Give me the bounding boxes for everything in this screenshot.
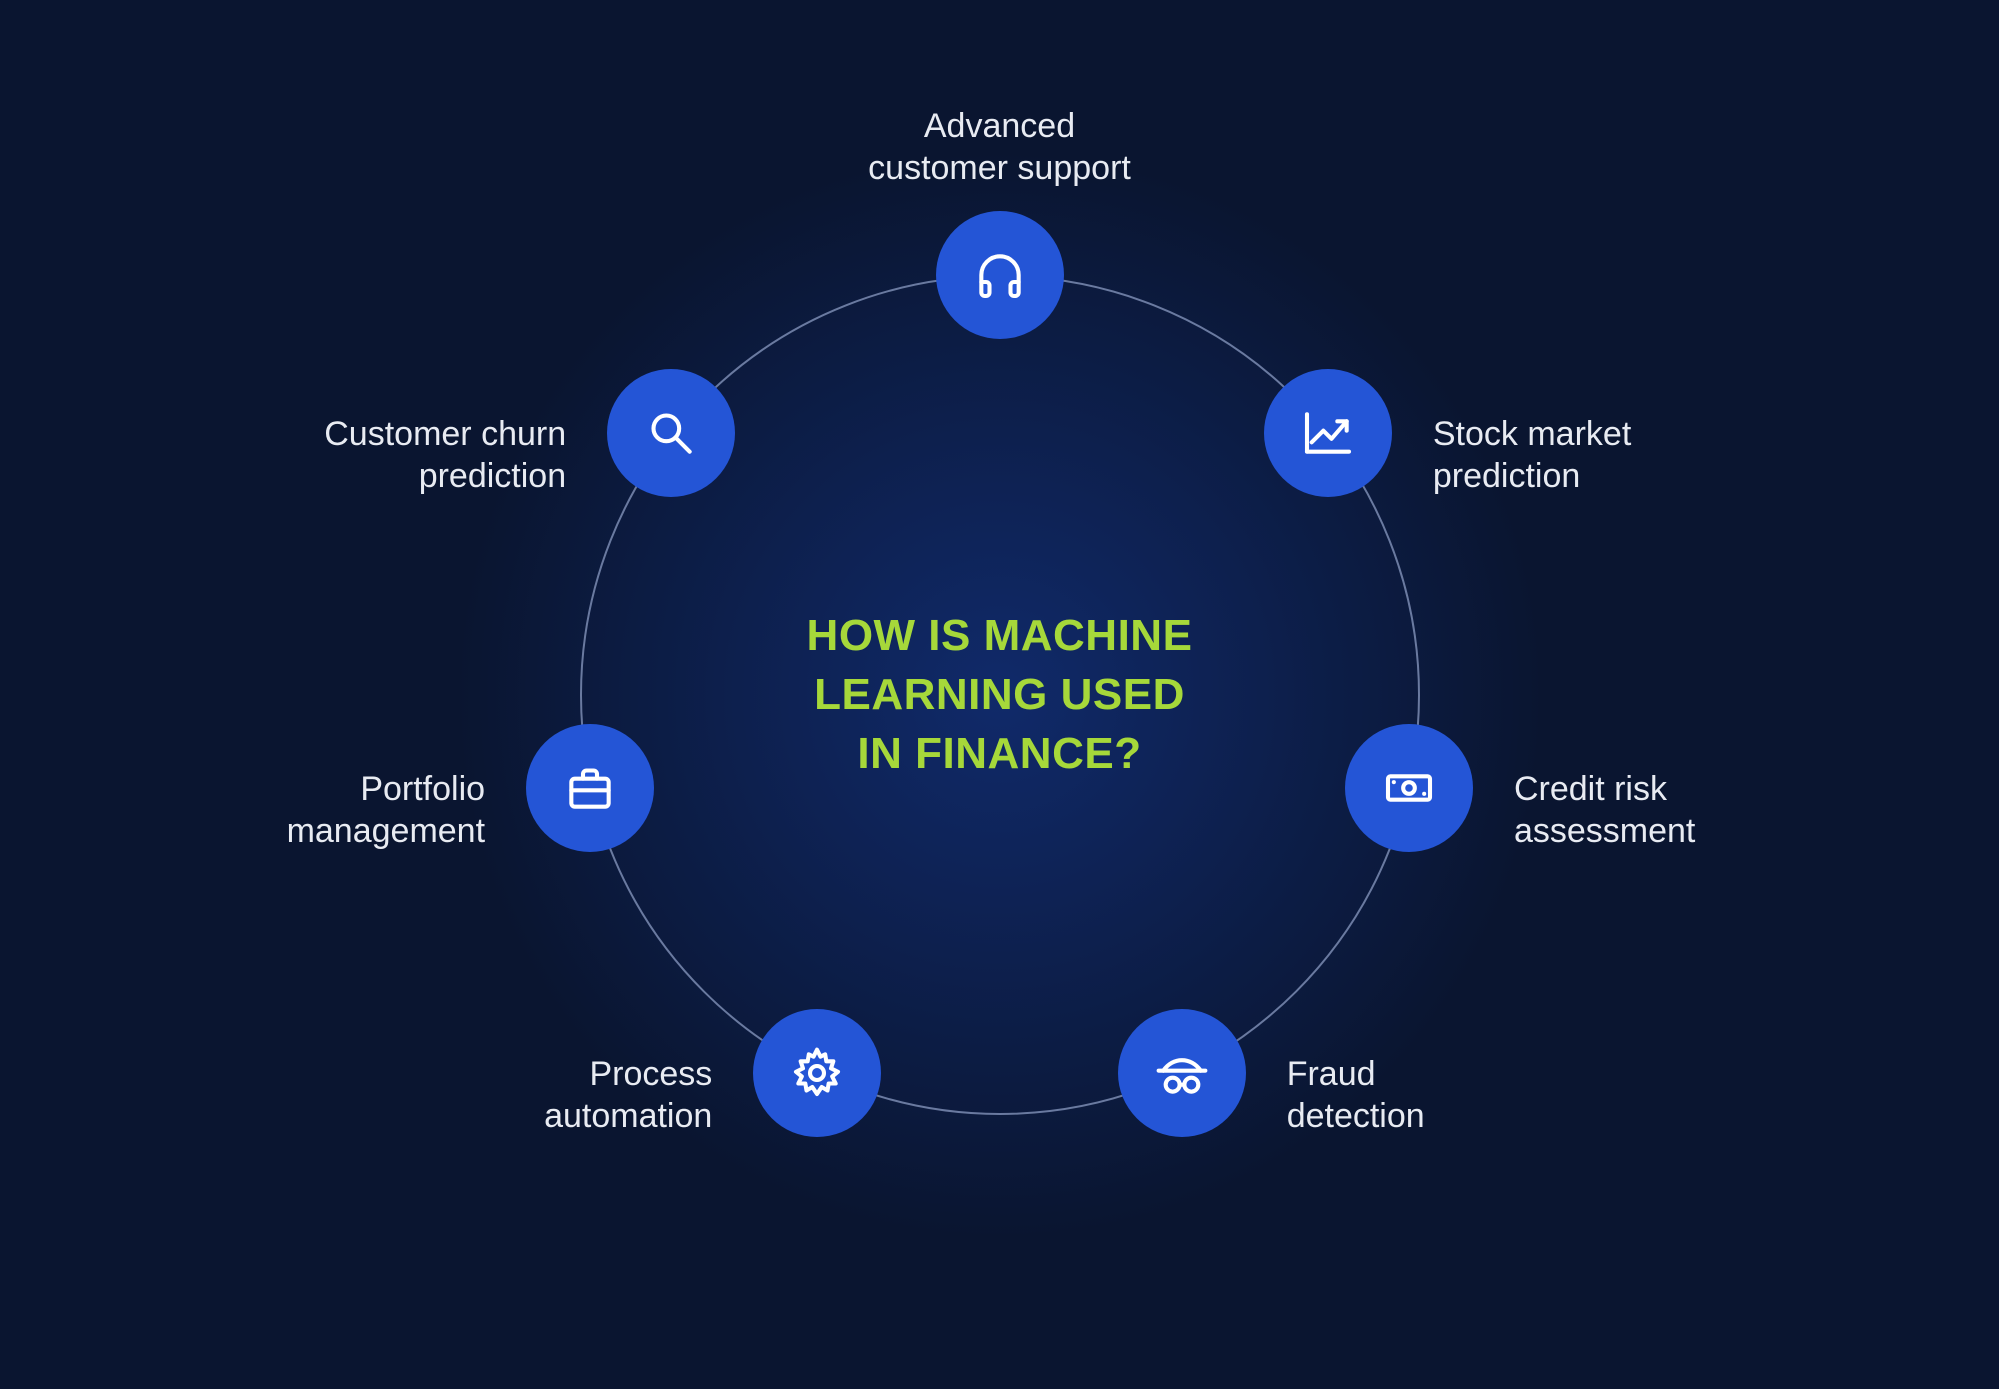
trend-icon — [1300, 405, 1356, 461]
center-title: HOW IS MACHINE LEARNING USED IN FINANCE? — [807, 605, 1193, 783]
label-portfolio: Portfolio management — [287, 768, 485, 853]
node-portfolio — [526, 724, 654, 852]
briefcase-icon — [562, 760, 618, 816]
label-churn: Customer churn prediction — [324, 413, 566, 498]
label-fraud: Fraud detection — [1287, 1053, 1425, 1138]
node-process-automation — [753, 1009, 881, 1137]
node-churn — [607, 369, 735, 497]
incognito-icon — [1154, 1045, 1210, 1101]
node-fraud — [1118, 1009, 1246, 1137]
node-stock-market — [1264, 369, 1392, 497]
banknote-icon — [1381, 760, 1437, 816]
node-advanced-support — [936, 211, 1064, 339]
label-credit-risk: Credit risk assessment — [1514, 768, 1695, 853]
label-advanced-support: Advanced customer support — [868, 105, 1131, 190]
label-stock-market: Stock market prediction — [1433, 413, 1631, 498]
label-process-automation: Process automation — [544, 1053, 712, 1138]
diagram-canvas: HOW IS MACHINE LEARNING USED IN FINANCE?… — [0, 0, 1999, 1389]
headphones-icon — [972, 247, 1028, 303]
node-credit-risk — [1345, 724, 1473, 852]
search-icon — [643, 405, 699, 461]
gear-icon — [789, 1045, 845, 1101]
